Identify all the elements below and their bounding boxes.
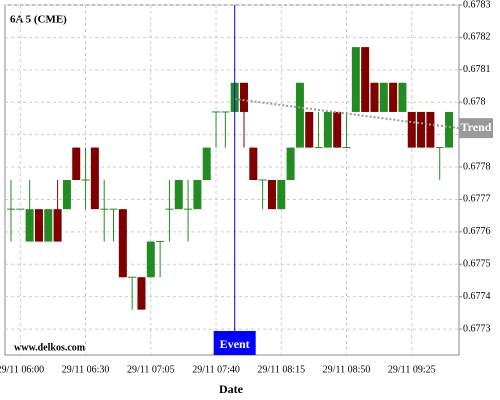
y-tick-label: 0.6777	[463, 194, 491, 205]
x-axis-label: Date	[219, 382, 244, 396]
y-tick-label: 0.6774	[463, 291, 491, 302]
candle-body	[351, 47, 360, 112]
candle-body	[118, 209, 127, 278]
x-tick-label: 29/11 06:00	[0, 364, 44, 375]
trend-label: Trend	[461, 120, 492, 134]
y-tick-label: 0.6782	[463, 32, 491, 43]
candle-body	[202, 147, 211, 180]
candle-body	[34, 209, 43, 242]
x-tick-label: 29/11 08:50	[323, 364, 371, 375]
candle-body	[25, 209, 34, 242]
y-tick-label: 0.6773	[463, 323, 491, 334]
candle-body	[286, 147, 295, 180]
candle-body	[137, 277, 146, 310]
candle-body	[305, 111, 314, 148]
source-label: www.delkos.com	[14, 342, 86, 353]
candle-body	[193, 180, 202, 210]
trend-label-box	[459, 118, 493, 139]
x-tick-label: 29/11 07:40	[192, 364, 240, 375]
x-tick-label: 29/11 07:05	[127, 364, 175, 375]
candle-body	[44, 209, 53, 242]
y-tick-label: 0.6781	[463, 64, 491, 75]
candle-body	[417, 111, 426, 148]
candle-body	[240, 82, 248, 112]
candle-body	[445, 111, 454, 148]
y-tick-label: 0.6783	[463, 0, 491, 10]
candle-body	[277, 180, 286, 210]
event-label-box	[213, 331, 256, 355]
candle-body	[295, 82, 304, 148]
candle-body	[389, 82, 398, 112]
candle-body	[53, 209, 62, 242]
candle-body	[407, 111, 416, 148]
candle-body	[398, 82, 407, 112]
x-tick-label: 29/11 09:25	[388, 364, 436, 375]
candle-body	[146, 241, 155, 278]
candle-body	[323, 111, 332, 148]
y-tick-label: 0.678	[463, 97, 486, 108]
x-tick-label: 29/11 06:30	[62, 364, 110, 375]
candle-body	[370, 82, 379, 112]
trend-line	[234, 97, 459, 130]
y-tick-label: 0.6775	[463, 259, 491, 270]
candle-body	[426, 111, 435, 148]
candle-body	[90, 147, 99, 210]
candle-body	[249, 147, 258, 180]
y-tick-label: 0.6778	[463, 161, 491, 172]
x-tick-label: 29/11 08:15	[257, 364, 305, 375]
candle-body	[361, 47, 370, 112]
event-label: Event	[220, 337, 250, 351]
candle-body	[174, 180, 183, 210]
y-tick-label: 0.6776	[463, 226, 491, 237]
candle-body	[62, 180, 71, 210]
candle-body	[333, 111, 342, 148]
candle-body	[72, 147, 81, 180]
candle-body	[267, 180, 276, 210]
chart-title: 6A 5 (CME)	[10, 14, 67, 26]
candle-body	[379, 82, 388, 112]
